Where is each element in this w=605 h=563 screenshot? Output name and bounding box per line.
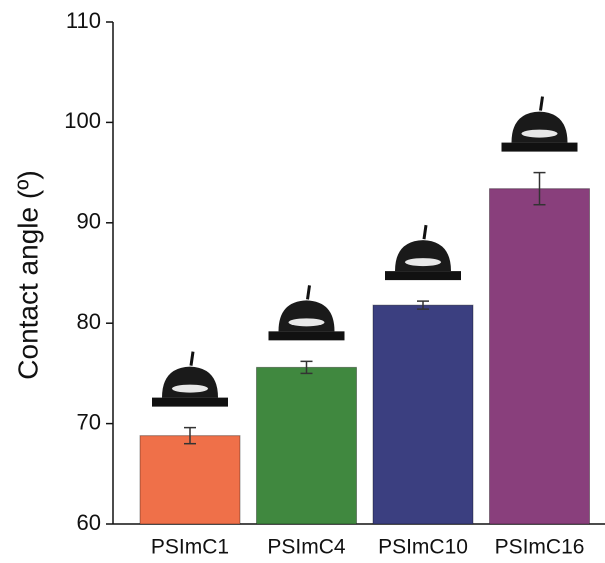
- droplet-part: [395, 240, 451, 272]
- bar: [489, 188, 590, 525]
- error-bar: [417, 300, 429, 310]
- x-tick-label: PSImC16: [495, 536, 585, 559]
- droplet-part: [268, 331, 345, 341]
- y-tick-label: 100: [64, 108, 101, 133]
- bar: [139, 435, 241, 525]
- error-bar: [300, 360, 313, 375]
- error-bar: [184, 426, 196, 445]
- droplet-part: [501, 142, 578, 152]
- droplet-image: [385, 224, 461, 281]
- droplet-part: [306, 285, 311, 300]
- droplet-image: [268, 285, 345, 341]
- x-tick-label: PSImC1: [151, 536, 229, 559]
- y-tick-label: 70: [77, 409, 101, 434]
- y-tick-label: 90: [77, 209, 101, 234]
- bar: [372, 304, 474, 525]
- droplet-part: [405, 258, 441, 267]
- droplet-part: [521, 129, 558, 138]
- droplet-part: [162, 366, 218, 398]
- droplet-part: [278, 300, 335, 332]
- y-tick-label: 110: [66, 8, 101, 33]
- x-tick-label: PSImC4: [267, 536, 346, 559]
- droplet-part: [539, 96, 544, 111]
- droplet-part: [288, 318, 325, 327]
- droplet-part: [385, 271, 461, 281]
- x-tick-label: PSImC10: [378, 536, 468, 559]
- droplet-part: [422, 224, 428, 240]
- y-tick-label: 80: [77, 309, 101, 334]
- bar: [256, 366, 357, 525]
- y-tick-label: 60: [77, 510, 101, 535]
- droplet-image: [152, 351, 228, 407]
- droplet-image: [501, 96, 578, 152]
- droplet-part: [172, 384, 208, 393]
- droplet-part: [152, 397, 228, 407]
- error-bar: [533, 171, 546, 206]
- droplet-part: [189, 351, 195, 366]
- y-axis-label: Contact angle (º): [12, 170, 43, 379]
- droplet-part: [511, 111, 568, 143]
